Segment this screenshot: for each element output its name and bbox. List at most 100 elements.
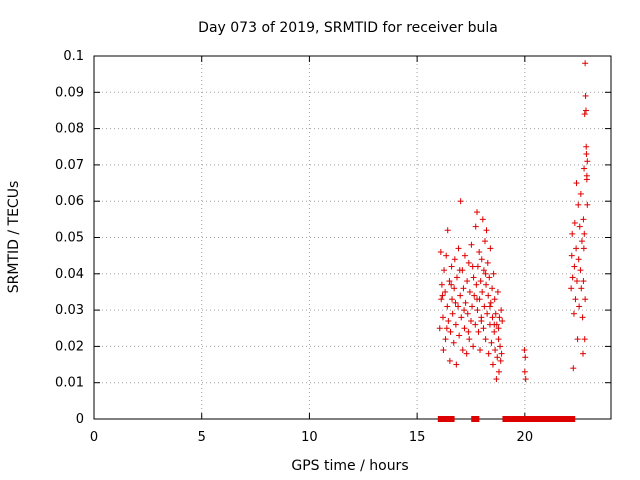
axes — [93, 55, 612, 420]
data-point — [489, 285, 496, 292]
data-point — [577, 267, 584, 274]
data-point — [451, 256, 458, 263]
y-tick-label: 0.07 — [55, 158, 84, 173]
data-point — [573, 278, 580, 285]
data-point — [498, 307, 505, 314]
data-point — [491, 321, 498, 328]
data-point — [581, 111, 588, 118]
zero-data-point — [569, 416, 576, 422]
y-tick-label: 0.09 — [55, 85, 84, 100]
chart-title: Day 073 of 2019, SRMTID for receiver bul… — [198, 20, 498, 36]
data-point — [489, 314, 496, 321]
data-point — [447, 328, 454, 335]
data-point — [470, 274, 477, 281]
data-point — [446, 278, 453, 285]
data-point — [438, 296, 445, 303]
data-point — [583, 143, 590, 150]
data-point — [474, 263, 481, 270]
data-point — [479, 216, 486, 223]
data-point — [582, 92, 589, 99]
data-point — [576, 303, 583, 310]
data-point — [494, 354, 501, 361]
y-tick-label: 0.03 — [55, 303, 84, 318]
data-point — [475, 328, 482, 335]
y-tick-label: 0.02 — [55, 339, 84, 354]
data-point — [487, 245, 494, 252]
data-point — [492, 310, 499, 317]
data-point — [481, 303, 488, 310]
data-point — [582, 60, 589, 67]
tick-labels: 0 0.01 0.02 0.03 0.04 0.05 0.06 0.07 0.08 0.09 0.1… — [55, 49, 533, 445]
data-point — [462, 299, 469, 306]
y-tick-label: 0.08 — [55, 122, 84, 137]
data-point — [568, 252, 575, 259]
data-point — [491, 328, 498, 335]
data-point — [579, 314, 586, 321]
zero-data-point — [448, 416, 455, 422]
data-point — [474, 296, 481, 303]
data-point — [481, 238, 488, 245]
data-point — [451, 285, 458, 292]
data-point — [443, 252, 450, 259]
data-point — [583, 151, 590, 158]
data-point — [438, 281, 445, 288]
data-point — [486, 303, 493, 310]
data-point — [499, 317, 506, 324]
data-point — [465, 259, 472, 266]
data-point — [466, 336, 473, 343]
data-point — [446, 357, 453, 364]
data-point — [452, 299, 459, 306]
y-tick-label: 0 — [76, 412, 84, 427]
data-points — [436, 60, 591, 422]
data-point — [480, 267, 487, 274]
data-point — [476, 249, 483, 256]
data-point — [461, 307, 468, 314]
data-point — [577, 190, 584, 197]
data-point — [469, 303, 476, 310]
plot-frame — [93, 55, 612, 420]
data-point — [497, 357, 504, 364]
data-point — [461, 252, 468, 259]
data-point — [478, 256, 485, 263]
data-point — [480, 325, 487, 332]
data-point — [467, 317, 474, 324]
data-point — [486, 274, 493, 281]
data-point — [487, 299, 494, 306]
data-point — [569, 274, 576, 281]
data-point — [495, 325, 502, 332]
data-point — [441, 267, 448, 274]
data-point — [521, 347, 528, 354]
data-point — [449, 296, 456, 303]
data-point — [479, 288, 486, 295]
data-point — [491, 296, 498, 303]
data-point — [450, 339, 457, 346]
data-point — [457, 198, 464, 205]
y-axis-label: SRMTID / TECUs — [6, 181, 22, 294]
data-point — [470, 343, 477, 350]
data-point — [457, 292, 464, 299]
data-point — [469, 263, 476, 270]
data-point — [474, 307, 481, 314]
data-point — [489, 361, 496, 368]
data-point — [463, 350, 470, 357]
data-point — [444, 227, 451, 234]
data-point — [578, 285, 585, 292]
x-tick-label: 10 — [301, 430, 318, 445]
data-point — [496, 314, 503, 321]
data-point — [495, 368, 502, 375]
zero-data-point — [441, 416, 448, 422]
grid — [94, 56, 611, 419]
data-point — [488, 339, 495, 346]
data-point — [571, 263, 578, 270]
y-tick-label: 0.04 — [55, 267, 84, 282]
data-point — [581, 230, 588, 237]
y-tick-label: 0.1 — [63, 49, 84, 64]
data-point — [442, 288, 449, 295]
data-point — [568, 285, 575, 292]
data-point — [574, 336, 581, 343]
y-tick-label: 0.06 — [55, 194, 84, 209]
data-point — [584, 201, 591, 208]
data-point — [579, 350, 586, 357]
data-point — [464, 278, 471, 285]
